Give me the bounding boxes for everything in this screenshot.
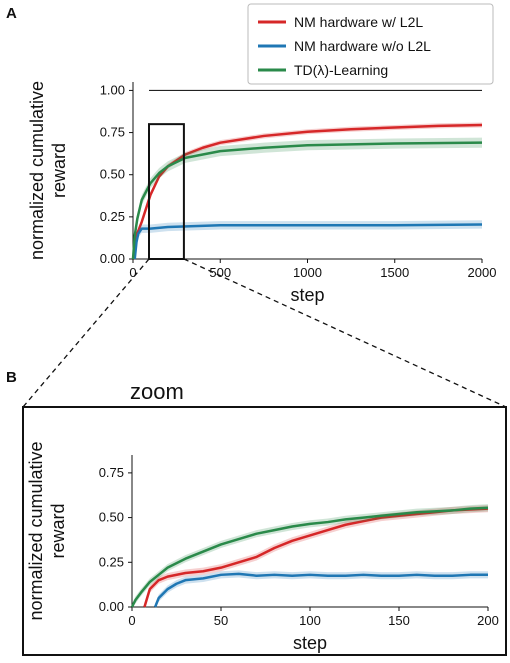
y-tick-label: 0.25 [100,209,125,224]
series-line-nm-hardware-w-o-l2l [153,572,488,608]
series-band-td-learning [133,137,482,259]
x-tick-label: 150 [388,613,410,628]
x-axis-label: step [290,285,324,305]
x-tick-label: 200 [477,613,499,628]
x-tick-label: 500 [209,265,231,280]
x-tick-label: 0 [129,265,136,280]
panel-b-label: B [6,369,17,386]
series-line-td-learning [131,141,483,260]
y-tick-label: 0.75 [100,125,125,140]
y-axis-label-line-2: reward [49,143,69,198]
x-tick-label: 0 [128,613,135,628]
y-tick-label: 1.00 [100,82,125,97]
y-tick-label: 0.50 [99,510,124,525]
series-band-td-learning [132,504,488,607]
x-tick-label: 2000 [468,265,497,280]
x-tick-label: 1000 [293,265,322,280]
series-line-nm-hardware-w-l2l [132,123,483,260]
x-tick-label: 1500 [380,265,409,280]
x-tick-label: 50 [214,613,228,628]
x-axis-label: step [293,633,327,653]
legend-label-nm-hardware-w-l2l: NM hardware w/ L2L [294,14,423,30]
zoom-box [148,123,185,261]
chart-a: 0 500 1000 1500 2000 0.00 0.25 0.50 0.75 1.00 step… [27,3,497,305]
zoom-connectors [22,258,507,408]
y-axis-label-line-1: normalized cumulative [26,441,46,620]
y-axis-label-line-1: normalized cumulative [27,81,47,260]
y-axis-label-line-2: reward [48,503,68,558]
zoom-title: zoom [130,379,184,404]
y-tick-label: 0.75 [99,465,124,480]
y-tick-label: 0.25 [99,554,124,569]
zoom-frame [22,406,507,656]
legend-label-nm-hardware-w-o-l2l: NM hardware w/o L2L [294,38,431,54]
y-tick-label: 0.00 [99,599,124,614]
x-tick-label: 100 [299,613,321,628]
series-line-nm-hardware-w-o-l2l [133,223,483,260]
y-tick-label: 0.50 [100,167,125,182]
y-tick-label: 0.00 [100,251,125,266]
series-band-nm-hardware-w-o-l2l [155,570,488,607]
chart-b: 0 50 100 150 200 0.00 0.25 0.50 0.75 step normaliz… [26,441,499,653]
series-line-nm-hardware-w-l2l [143,507,489,608]
panel-a-label: A [6,5,17,22]
series-line-td-learning [130,506,489,608]
legend-label-td-learning: TD(λ)-Learning [294,62,388,78]
legend-box [247,3,494,85]
zoom-connector-right [183,258,507,408]
